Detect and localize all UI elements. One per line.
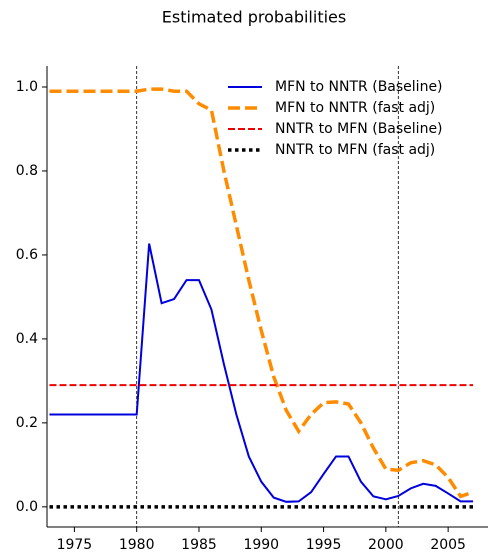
x-tick-label: 1975 bbox=[57, 537, 93, 553]
y-tick-label: 0.0 bbox=[16, 499, 38, 515]
series-line bbox=[49, 243, 474, 503]
x-tick-label: 1990 bbox=[243, 537, 279, 553]
x-tick-label: 2000 bbox=[368, 537, 404, 553]
x-tick-label: 1980 bbox=[119, 537, 155, 553]
y-tick-label: 0.2 bbox=[16, 415, 38, 431]
x-tick-label: 1985 bbox=[181, 537, 217, 553]
chart-title: Estimated probabilities bbox=[162, 8, 346, 27]
legend-label: NNTR to MFN (fast adj) bbox=[275, 142, 435, 158]
y-tick-label: 0.6 bbox=[16, 247, 38, 263]
y-tick-label: 0.4 bbox=[16, 331, 38, 347]
y-tick-label: 1.0 bbox=[16, 79, 38, 95]
legend-label: NNTR to MFN (Baseline) bbox=[275, 121, 443, 137]
series-line bbox=[49, 87, 474, 499]
x-tick-label: 2005 bbox=[430, 537, 466, 553]
legend-label: MFN to NNTR (Baseline) bbox=[275, 79, 443, 95]
legend-label: MFN to NNTR (fast adj) bbox=[275, 100, 435, 116]
y-tick-label: 0.8 bbox=[16, 163, 38, 179]
x-tick-label: 1995 bbox=[306, 537, 342, 553]
